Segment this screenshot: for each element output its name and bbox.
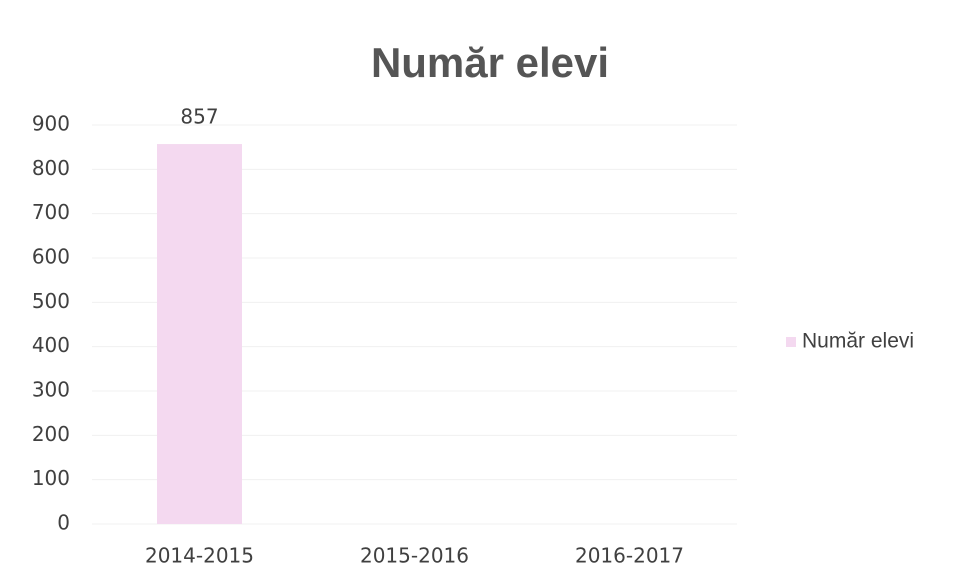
x-tick-label: 2014-2015 [145,544,254,568]
y-tick-label: 0 [57,511,70,535]
y-tick-label: 600 [32,245,70,269]
y-tick-label: 400 [32,333,70,357]
data-label: 857 [180,105,218,129]
y-tick-label: 300 [32,378,70,402]
bar [157,144,242,524]
y-tick-label: 800 [32,156,70,180]
y-tick-label: 900 [32,112,70,136]
y-tick-label: 700 [32,200,70,224]
y-tick-label: 200 [32,422,70,446]
x-tick-label: 2015-2016 [360,544,469,568]
legend-label: Număr elevi [802,330,914,353]
x-tick-label: 2016-2017 [575,544,684,568]
y-tick-label: 500 [32,289,70,313]
y-tick-label: 100 [32,466,70,490]
legend-swatch [786,337,796,347]
chart-title: Număr elevi [371,39,609,86]
